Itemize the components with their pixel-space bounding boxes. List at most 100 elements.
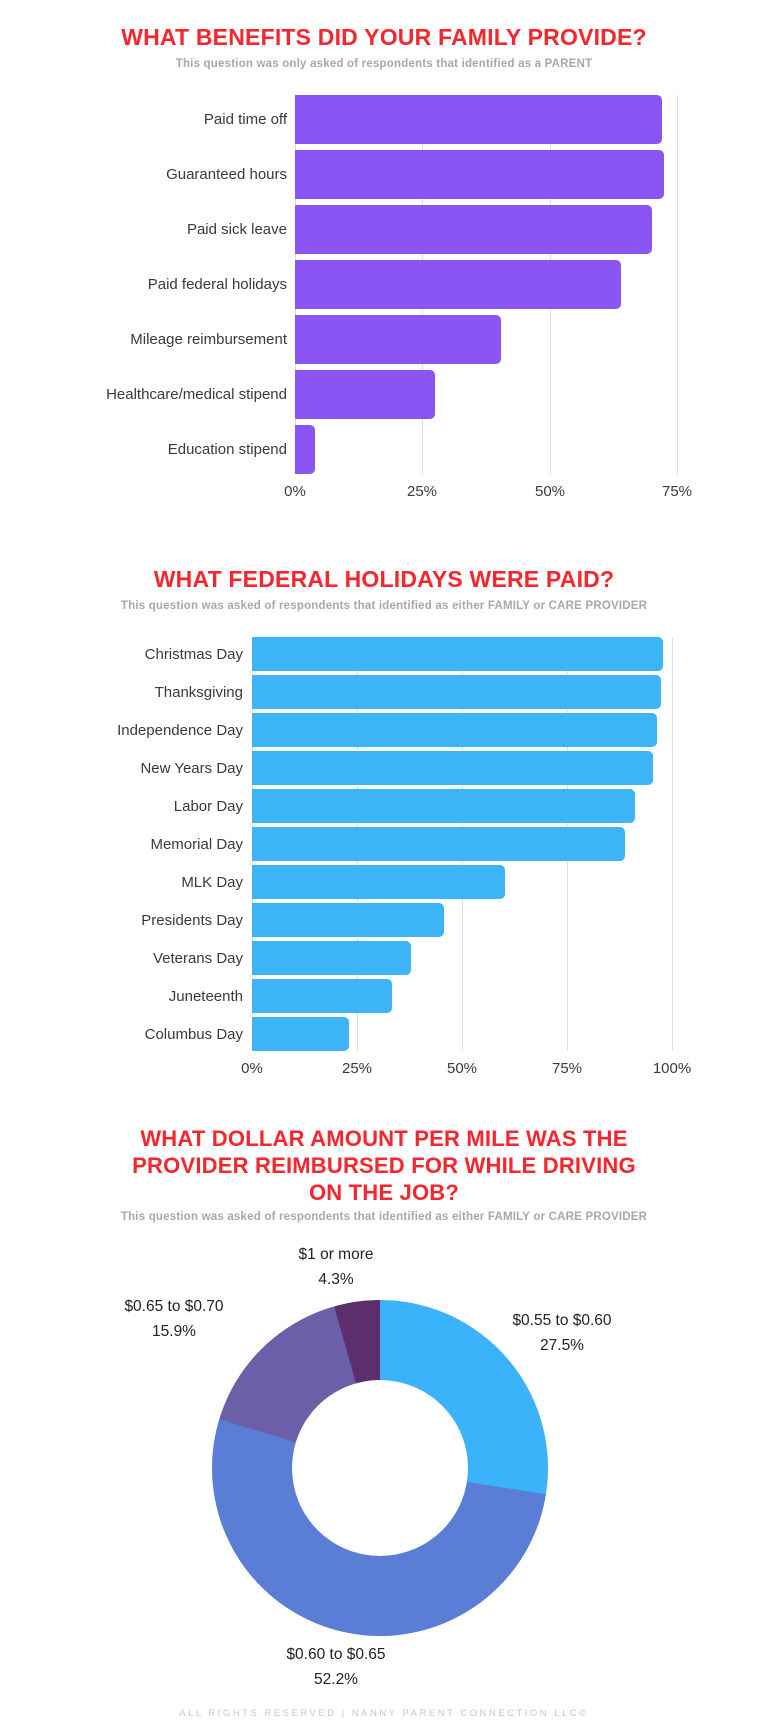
bar-track <box>295 260 690 309</box>
category-label: New Years Day <box>140 759 243 777</box>
benefits-bar-chart: Paid time off Guaranteed hours Paid sick l… <box>0 95 768 500</box>
bar-row: Memorial Day <box>60 827 768 861</box>
bar <box>252 637 664 671</box>
bar-row: Christmas Day <box>60 637 768 671</box>
axis-tick-label: 100% <box>652 1060 692 1077</box>
bar-track <box>252 827 690 861</box>
slice-range-label: $0.55 to $0.60 <box>512 1312 612 1329</box>
bar-track <box>252 637 690 671</box>
chart-plot-area: Paid time off Guaranteed hours Paid sick l… <box>68 95 768 474</box>
gridline <box>672 637 673 1051</box>
axis-ticks: 0% 25% 50% 75% <box>284 474 693 500</box>
category-label: Christmas Day <box>144 645 243 663</box>
axis-tick-label: 75% <box>551 1060 583 1077</box>
slice-percent-label: 27.5% <box>540 1337 584 1354</box>
donut-hole <box>292 1380 468 1556</box>
bar <box>295 95 662 144</box>
holidays-section: WHAT FEDERAL HOLIDAYS WERE PAID? This qu… <box>0 500 768 1077</box>
bar-row: New Years Day <box>60 751 768 785</box>
category-label: Guaranteed hours <box>166 166 287 183</box>
bar-track <box>252 941 690 975</box>
category-label: Juneteenth <box>168 987 243 1005</box>
bar-track <box>252 789 690 823</box>
bar <box>252 751 653 785</box>
category-label: Paid federal holidays <box>147 276 287 293</box>
bar-row: Presidents Day <box>60 903 768 937</box>
category-label: Veterans Day <box>152 949 243 967</box>
slice-percent-label: 15.9% <box>152 1323 196 1340</box>
donut-slice-label: $0.60 to $0.65 52.2% <box>286 1642 385 1692</box>
bar <box>252 979 392 1013</box>
axis-tick-label: 75% <box>661 483 693 500</box>
mileage-donut-chart: $0.55 to $0.60 27.5% $0.60 to $0.65 52.2% $0… <box>0 1236 768 1706</box>
axis-tick-label: 25% <box>406 483 438 500</box>
category-label: Healthcare/medical stipend <box>106 386 287 403</box>
axis-tick-label: 50% <box>534 483 566 500</box>
bar-track <box>252 1017 690 1051</box>
donut-ring <box>212 1300 548 1636</box>
benefits-section: WHAT BENEFITS DID YOUR FAMILY PROVIDE? T… <box>0 0 768 500</box>
bar <box>252 827 625 861</box>
category-label: Thanksgiving <box>154 683 243 701</box>
holidays-chart-subtitle: This question was asked of respondents t… <box>120 600 648 612</box>
bar-row: Labor Day <box>60 789 768 823</box>
bar-track <box>252 903 690 937</box>
bar-row: Columbus Day <box>60 1017 768 1051</box>
bar-track <box>295 150 690 199</box>
category-label: Paid sick leave <box>186 221 287 238</box>
category-label: Labor Day <box>173 797 243 815</box>
bar-row: Mileage reimbursement <box>68 315 768 364</box>
category-label: Paid time off <box>203 111 287 128</box>
bar-row: MLK Day <box>60 865 768 899</box>
category-label: MLK Day <box>181 873 243 891</box>
axis-ticks: 0% 25% 50% 75% 100% <box>241 1051 692 1077</box>
footer: ALL RIGHTS RESERVED | NANNY PARENT CONNE… <box>0 1708 768 1719</box>
category-label: Presidents Day <box>141 911 243 929</box>
bar-track <box>295 370 690 419</box>
category-label: Education stipend <box>167 441 287 458</box>
bar-track <box>252 751 690 785</box>
footer-text: ALL RIGHTS RESERVED | NANNY PARENT CONNE… <box>179 1708 589 1719</box>
bar-row: Independence Day <box>60 713 768 747</box>
slice-range-label: $0.65 to $0.70 <box>124 1298 224 1315</box>
bar <box>252 789 635 823</box>
bar-row: Veterans Day <box>60 941 768 975</box>
bar <box>252 713 657 747</box>
donut-slice-label: $0.65 to $0.70 15.9% <box>124 1294 223 1344</box>
category-label: Memorial Day <box>150 835 243 853</box>
bar-row: Juneteenth <box>60 979 768 1013</box>
bar-track <box>252 979 690 1013</box>
holidays-chart-title: WHAT FEDERAL HOLIDAYS WERE PAID? <box>153 566 615 592</box>
benefits-chart-subtitle: This question was only asked of responde… <box>175 58 593 70</box>
slice-range-label: $1 or more <box>298 1246 374 1263</box>
slice-range-label: $0.60 to $0.65 <box>286 1646 386 1663</box>
bar <box>252 1017 349 1051</box>
category-label: Independence Day <box>117 721 243 739</box>
category-label: Mileage reimbursement <box>130 331 287 348</box>
axis-tick-label: 50% <box>446 1060 478 1077</box>
bar-track <box>252 865 690 899</box>
bar-row: Paid sick leave <box>68 205 768 254</box>
bar-row: Paid federal holidays <box>68 260 768 309</box>
bar-track <box>295 425 690 474</box>
bar-track <box>252 713 690 747</box>
slice-percent-label: 4.3% <box>318 1271 354 1288</box>
bar <box>252 675 661 709</box>
bar <box>252 903 444 937</box>
gridline <box>677 95 678 474</box>
bar <box>252 865 505 899</box>
mileage-section: WHAT DOLLAR AMOUNT PER MILE WAS THE PROV… <box>0 1077 768 1706</box>
bar <box>295 370 436 419</box>
axis-tick-label: 0% <box>284 483 306 500</box>
bar <box>295 205 652 254</box>
bar <box>252 941 412 975</box>
slice-percent-label: 52.2% <box>314 1671 358 1688</box>
bar-track <box>295 205 690 254</box>
holidays-bar-chart: Christmas Day Thanksgiving Independence Da… <box>0 637 768 1077</box>
chart-plot-area: Christmas Day Thanksgiving Independence Da… <box>60 637 768 1051</box>
mileage-chart-subtitle: This question was asked of respondents t… <box>120 1211 648 1223</box>
bar-track <box>295 95 690 144</box>
bar <box>295 260 622 309</box>
bar-row: Healthcare/medical stipend <box>68 370 768 419</box>
